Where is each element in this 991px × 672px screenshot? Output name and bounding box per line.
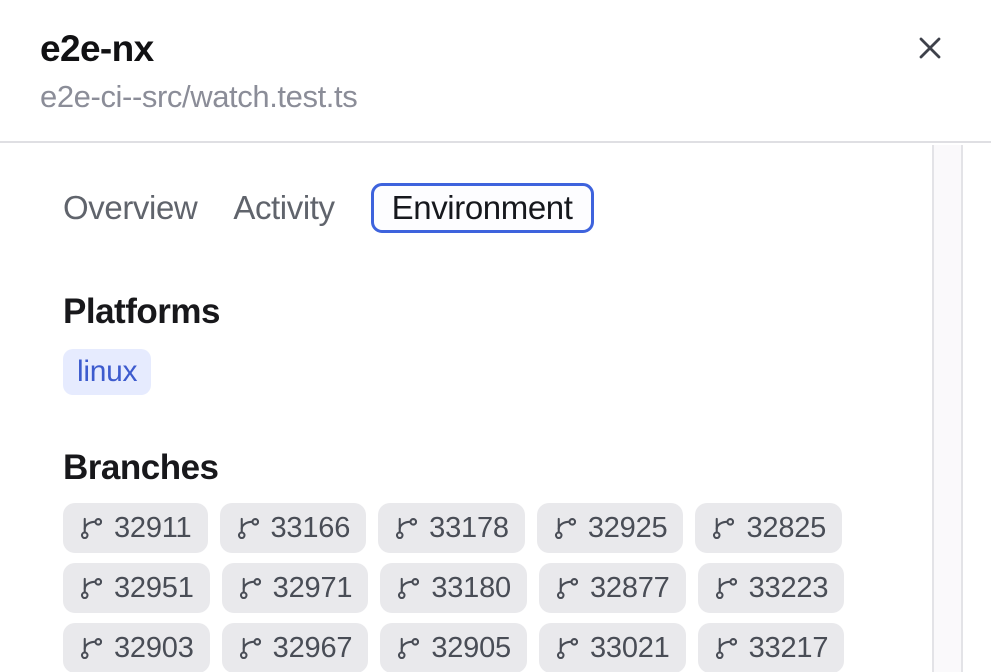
branch-badge-label: 33223 bbox=[748, 571, 829, 604]
branch-badge-label: 32905 bbox=[431, 631, 511, 664]
tab-overview[interactable]: Overview bbox=[63, 188, 198, 226]
dialog-subtitle: e2e-ci--src/watch.test.ts bbox=[40, 79, 358, 114]
branch-badge: 33166 bbox=[219, 503, 367, 553]
branch-badge-label: 32971 bbox=[272, 571, 353, 604]
platforms-heading: Platforms bbox=[63, 292, 220, 331]
branches-list: 32911 33166 bbox=[63, 503, 875, 672]
branch-badge: 32967 bbox=[221, 623, 369, 672]
git-branch-icon bbox=[555, 635, 581, 661]
git-branch-icon bbox=[394, 515, 420, 541]
branch-badge-label: 32903 bbox=[114, 631, 194, 664]
branch-badge: 33180 bbox=[380, 563, 527, 613]
branch-badge: 32911 bbox=[63, 503, 208, 553]
branch-badge: 32877 bbox=[538, 563, 686, 613]
git-branch-icon bbox=[238, 575, 264, 601]
platforms-list: linux bbox=[63, 349, 991, 395]
git-branch-icon bbox=[79, 515, 105, 541]
branch-badge: 32925 bbox=[536, 503, 684, 553]
branch-badge: 33223 bbox=[697, 563, 845, 613]
branch-badge-label: 32925 bbox=[587, 511, 668, 544]
branch-badge: 32903 bbox=[63, 623, 210, 672]
branch-badge: 33021 bbox=[538, 623, 686, 672]
close-button[interactable] bbox=[911, 30, 949, 68]
header-divider bbox=[0, 141, 991, 143]
git-branch-icon bbox=[79, 575, 105, 601]
tab-bar: Overview Activity Environment bbox=[63, 182, 991, 234]
branch-badge-label: 33021 bbox=[589, 631, 670, 664]
git-branch-icon bbox=[79, 635, 105, 661]
git-branch-icon bbox=[238, 635, 264, 661]
branch-badge-label: 33166 bbox=[270, 511, 351, 544]
branch-badge: 33178 bbox=[378, 503, 525, 553]
branch-badge-label: 33217 bbox=[748, 631, 829, 664]
branch-badge-label: 32911 bbox=[114, 511, 192, 544]
git-branch-icon bbox=[396, 575, 422, 601]
platform-badge: linux bbox=[63, 349, 152, 395]
scrollbar-track[interactable] bbox=[932, 145, 963, 672]
dialog-title: e2e-nx bbox=[40, 28, 154, 69]
git-branch-icon bbox=[396, 635, 422, 661]
git-branch-icon bbox=[555, 575, 581, 601]
branch-badge-label: 32951 bbox=[114, 571, 194, 604]
tab-environment[interactable]: Environment bbox=[370, 182, 594, 234]
branch-badge: 32825 bbox=[695, 503, 843, 553]
git-branch-icon bbox=[236, 515, 262, 541]
branch-badge: 33217 bbox=[697, 623, 845, 672]
dialog-header: e2e-nx e2e-ci--src/watch.test.ts bbox=[0, 0, 991, 141]
git-branch-icon bbox=[714, 635, 740, 661]
branches-heading: Branches bbox=[63, 448, 219, 487]
tab-activity[interactable]: Activity bbox=[233, 188, 335, 226]
branch-badge-label: 32825 bbox=[746, 511, 827, 544]
branch-badge-label: 32877 bbox=[589, 571, 670, 604]
dialog-content: Overview Activity Environment Platforms … bbox=[0, 182, 991, 672]
branch-badge: 32905 bbox=[380, 623, 527, 672]
branch-badge-label: 32967 bbox=[272, 631, 353, 664]
platform-badge-label: linux bbox=[77, 355, 138, 388]
branch-badge: 32951 bbox=[63, 563, 210, 613]
branch-badge: 32971 bbox=[221, 563, 369, 613]
git-branch-icon bbox=[711, 515, 737, 541]
branch-badge-label: 33180 bbox=[431, 571, 511, 604]
git-branch-icon bbox=[714, 575, 740, 601]
git-branch-icon bbox=[553, 515, 579, 541]
x-icon bbox=[913, 31, 947, 68]
branch-badge-label: 33178 bbox=[429, 511, 509, 544]
